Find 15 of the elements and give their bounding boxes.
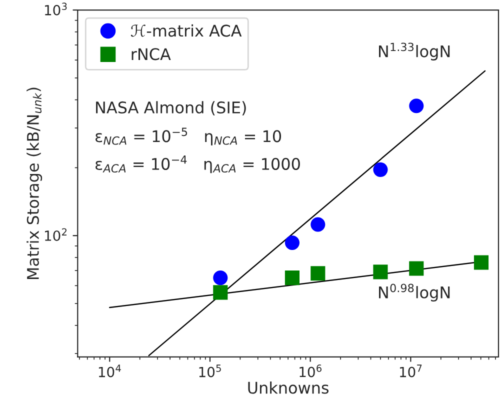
x-tick-label: 10$^{5}$ (199, 364, 221, 378)
x-tick-label: 10$^{6}$ (300, 364, 322, 378)
annotation: N$^{0.98}$logN (379, 284, 450, 302)
text: ε$_{NCA}$ = 10$^{−5}$ η$_{NCA}$ = 10 (96, 128, 282, 146)
x-tick-label: 10$^{7}$ (400, 364, 422, 378)
y-tick-label: 10$^{2}$ (45, 228, 67, 241)
x-axis-title: Unknowns (248, 381, 329, 394)
annotation: N$^{1.33}$logN (379, 42, 450, 60)
x-tick-label: 10$^{4}$ (98, 364, 121, 378)
text: ε$_{ACA}$ = 10$^{−4}$ η$_{ACA}$ = 1000 (96, 156, 300, 174)
annotation: NASA Almond (SIE) (96, 101, 246, 116)
legend-label: ℋ-matrix ACA (130, 24, 242, 37)
y-axis-title: Matrix Storage (kB/N$_{unk}$) (26, 88, 42, 279)
legend-label: rNCA (132, 48, 171, 60)
y-tick-label: 10$^{3}$ (45, 2, 67, 16)
